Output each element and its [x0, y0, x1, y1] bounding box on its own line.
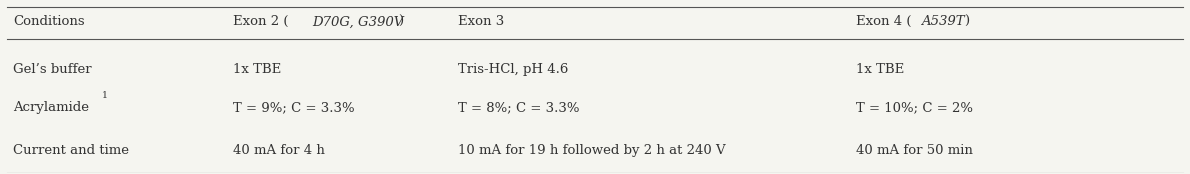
Text: Conditions: Conditions	[13, 15, 84, 28]
Text: ): )	[397, 15, 403, 28]
Text: Tris-HCl, pH 4.6: Tris-HCl, pH 4.6	[458, 63, 569, 76]
Text: T = 10%; C = 2%: T = 10%; C = 2%	[856, 101, 973, 114]
Text: D70G, G390V: D70G, G390V	[313, 15, 403, 28]
Text: 1x TBE: 1x TBE	[233, 63, 281, 76]
Text: T = 8%; C = 3.3%: T = 8%; C = 3.3%	[458, 101, 580, 114]
Text: Gel’s buffer: Gel’s buffer	[13, 63, 92, 76]
Text: 1: 1	[102, 91, 108, 100]
Text: A539T: A539T	[921, 15, 965, 28]
Text: ): )	[964, 15, 970, 28]
Text: Exon 3: Exon 3	[458, 15, 505, 28]
Text: Exon 2 (: Exon 2 (	[233, 15, 288, 28]
Text: 10 mA for 19 h followed by 2 h at 240 V: 10 mA for 19 h followed by 2 h at 240 V	[458, 144, 726, 157]
Text: Acrylamide: Acrylamide	[13, 101, 89, 114]
Text: T = 9%; C = 3.3%: T = 9%; C = 3.3%	[233, 101, 355, 114]
Text: Exon 4 (: Exon 4 (	[856, 15, 912, 28]
Text: 40 mA for 50 min: 40 mA for 50 min	[856, 144, 973, 157]
Text: Current and time: Current and time	[13, 144, 130, 157]
Text: 40 mA for 4 h: 40 mA for 4 h	[233, 144, 325, 157]
Text: 1x TBE: 1x TBE	[856, 63, 904, 76]
